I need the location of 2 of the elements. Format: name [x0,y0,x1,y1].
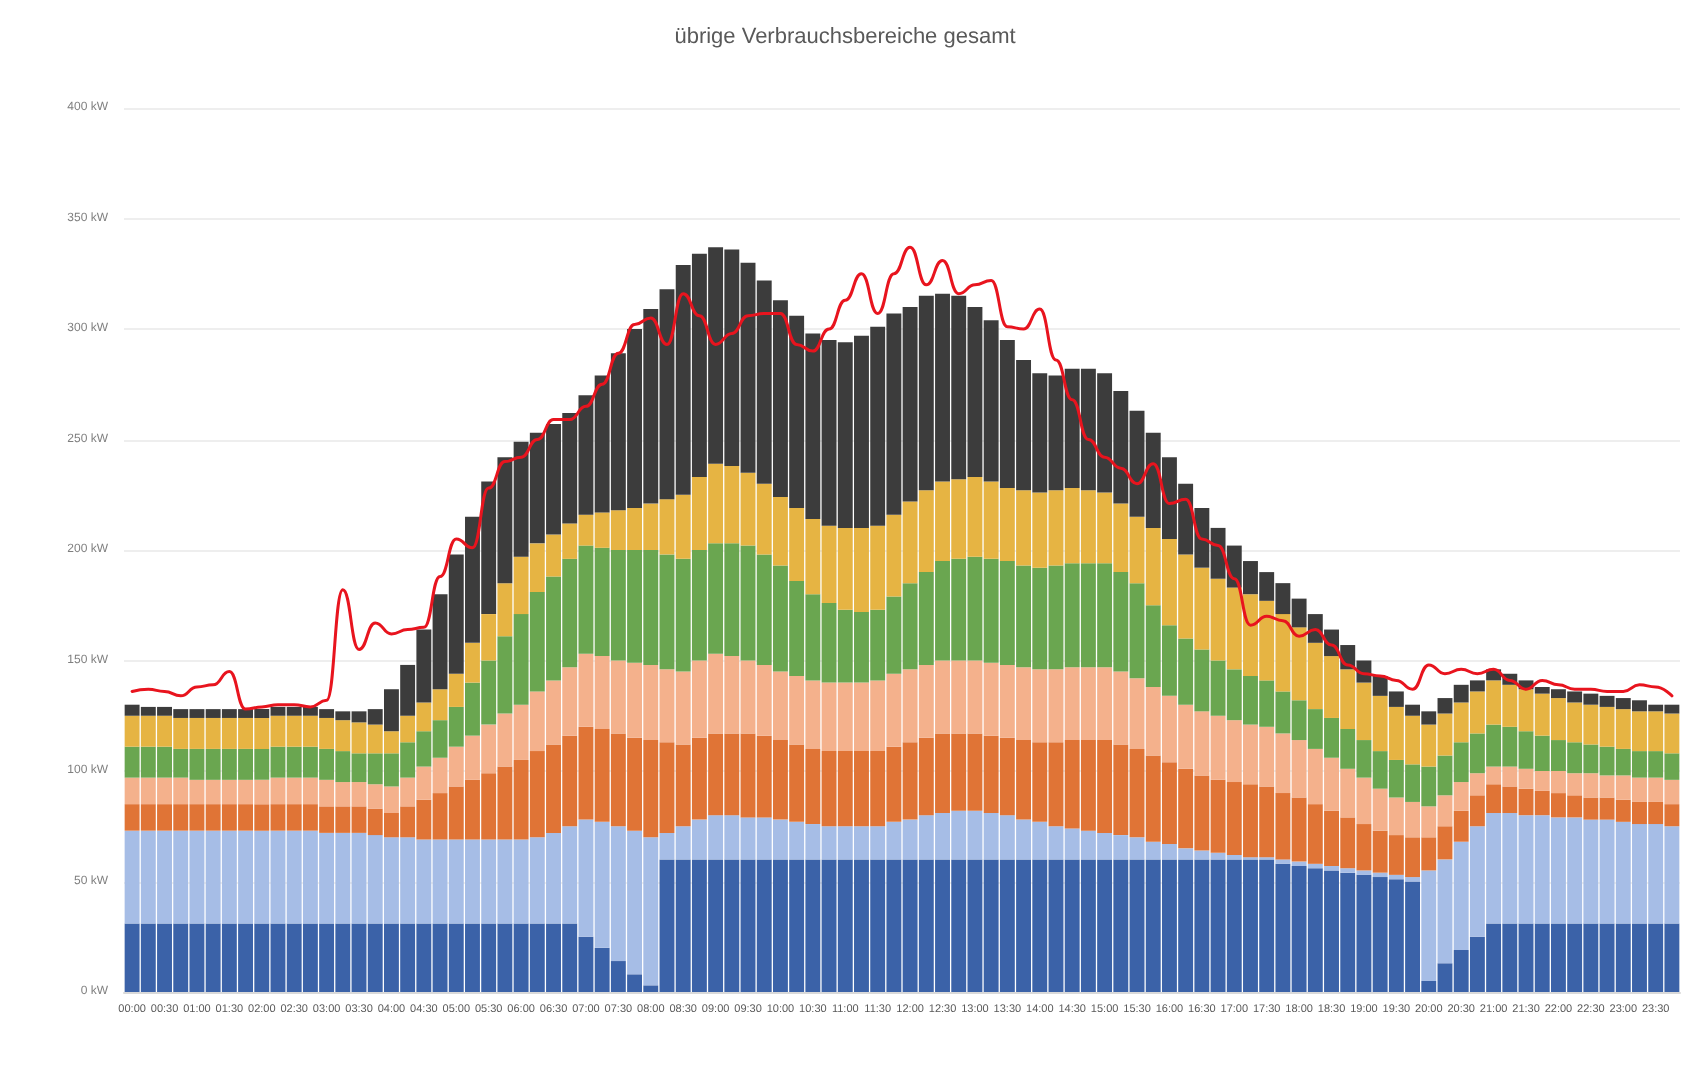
line-series [130,245,1674,711]
chart-title: übrige Verbrauchsbereiche gesamt [674,25,1016,49]
